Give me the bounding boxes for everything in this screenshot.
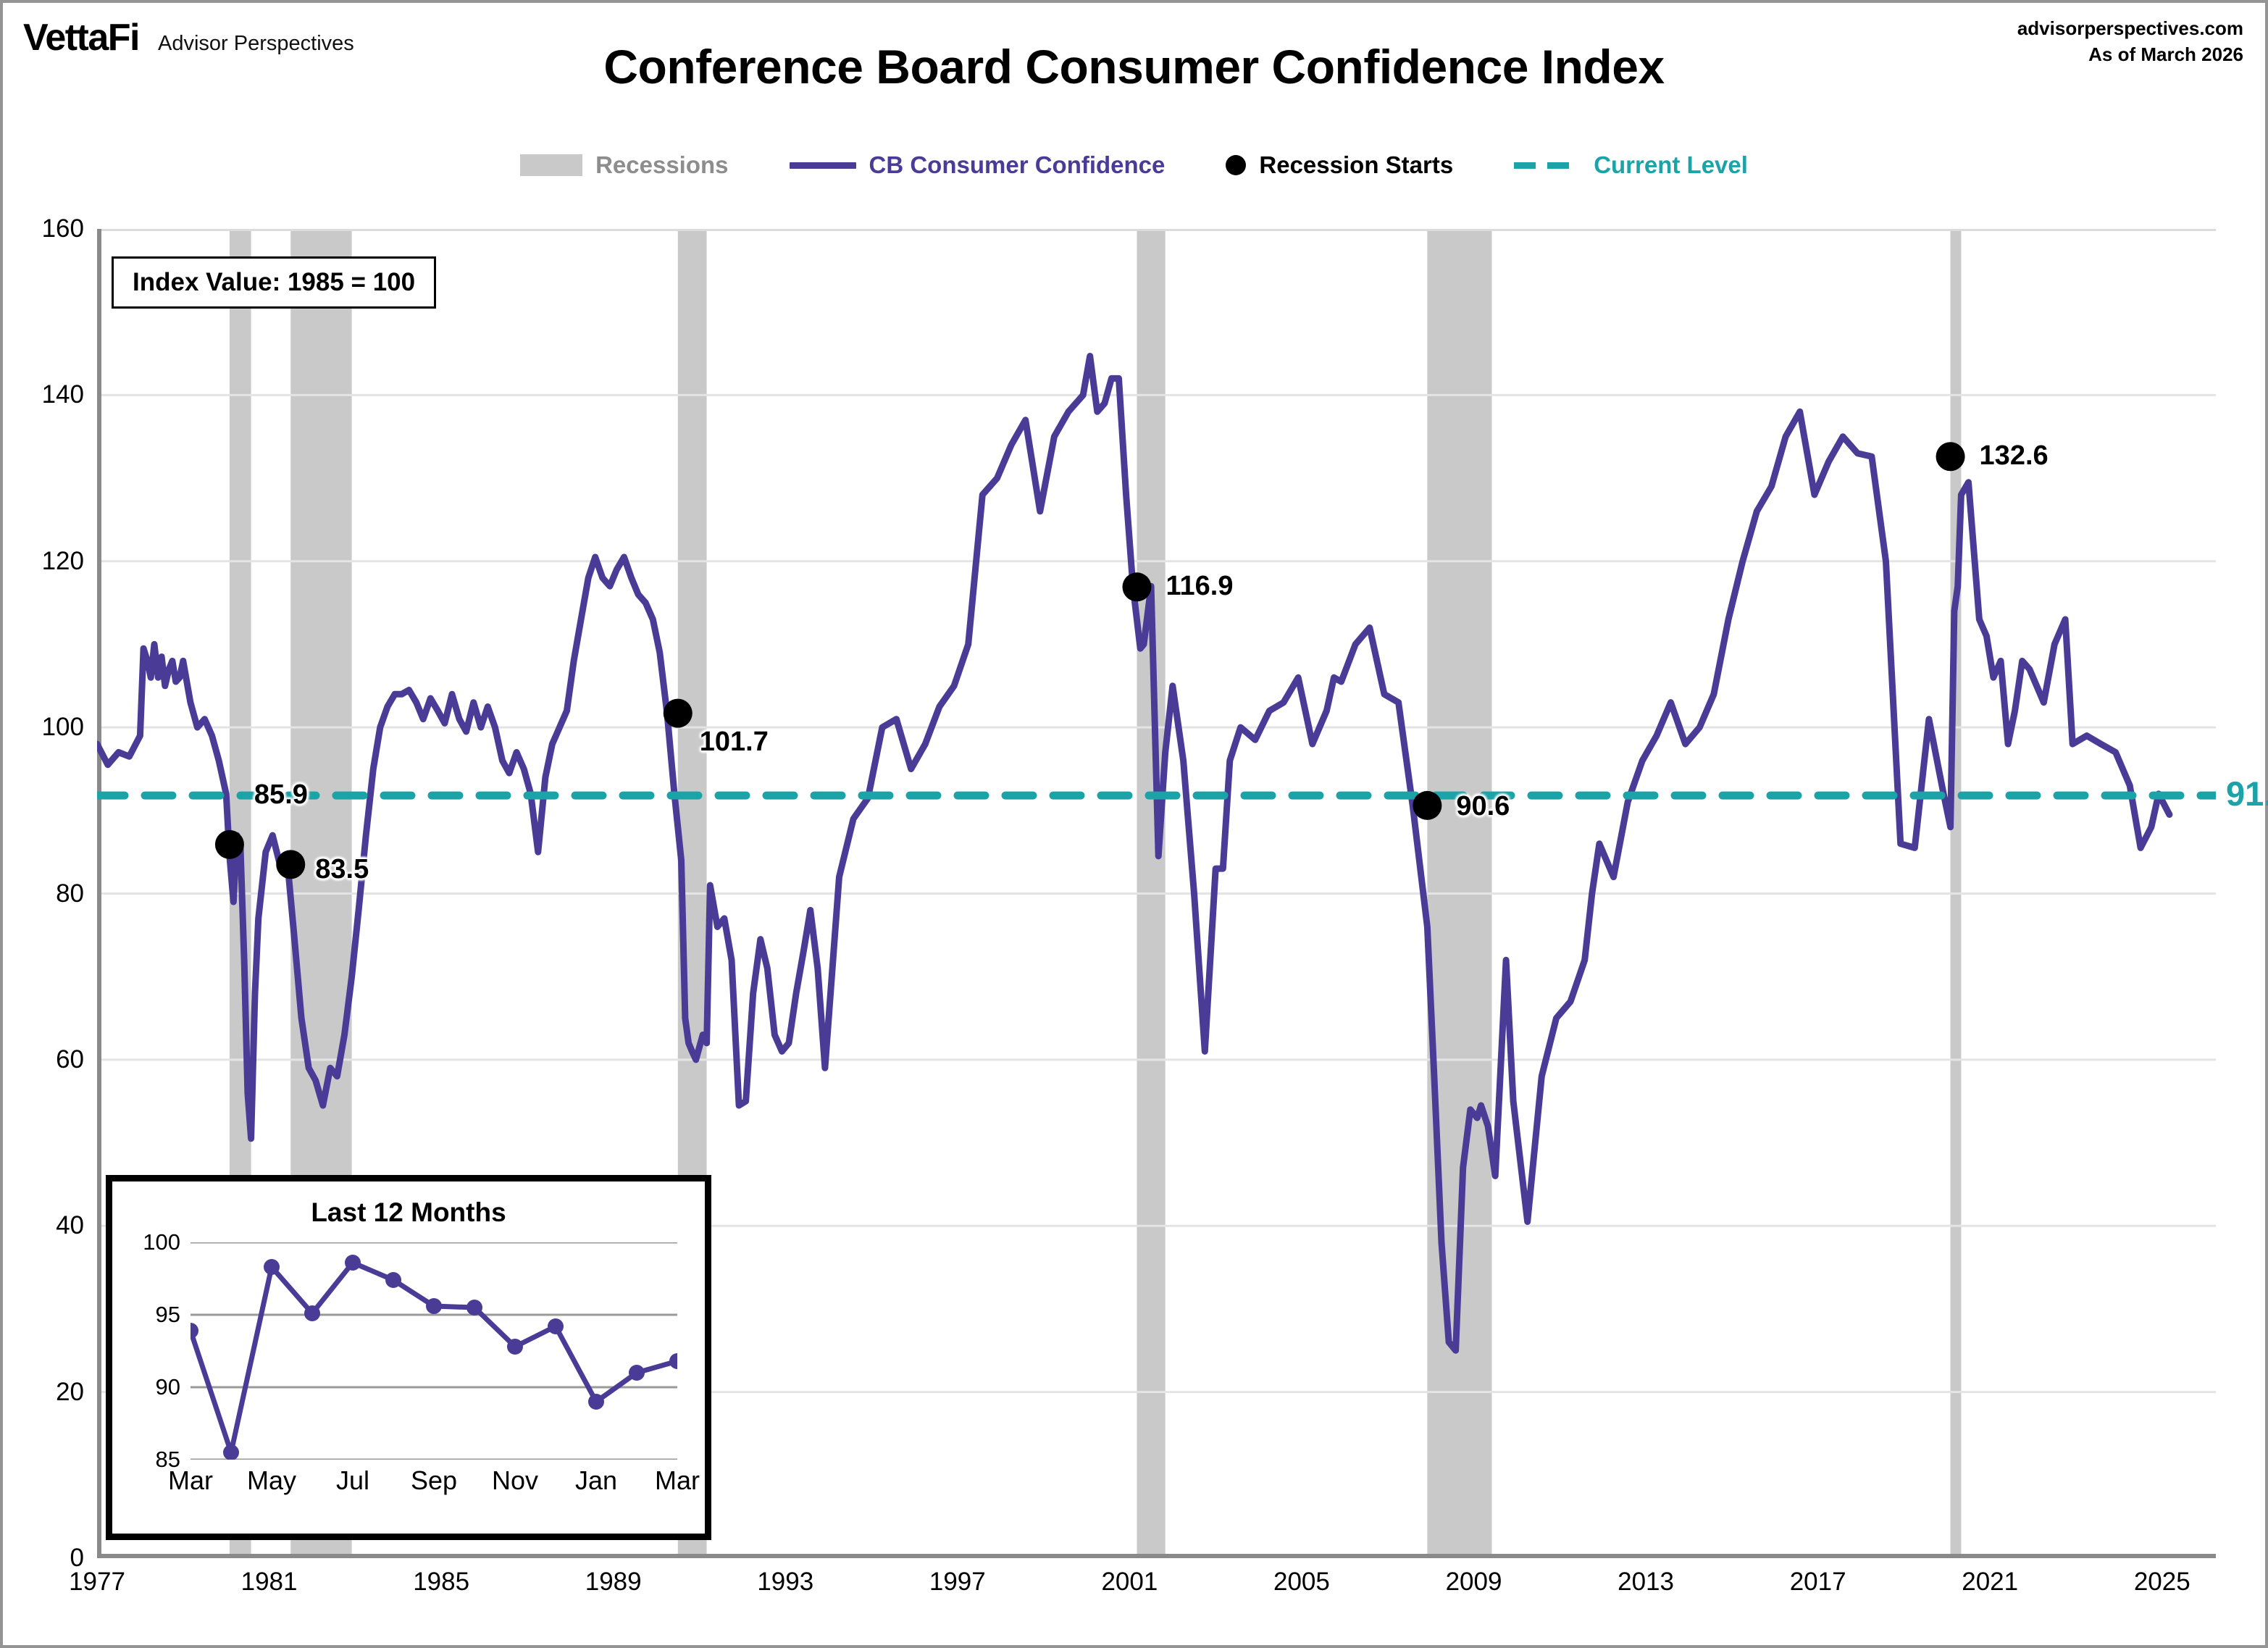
inset-data-point <box>304 1305 320 1321</box>
y-axis-labels: 0 20 40 60 80 100 120 140 160 <box>3 214 84 1572</box>
consumer-confidence-line <box>97 353 2173 1354</box>
y-tick-label: 100 <box>41 713 84 742</box>
x-tick-label: 2017 <box>1789 1568 1846 1596</box>
vettafi-logo: VettaFi <box>23 17 141 59</box>
recession-start-marker <box>1413 790 1442 820</box>
x-tick-label: 2005 <box>1273 1568 1330 1596</box>
inset-x-tick-label: Mar <box>655 1465 700 1495</box>
brand-subtitle: Advisor Perspectives <box>158 32 354 55</box>
inset-data-point <box>426 1298 442 1314</box>
y-tick-label: 120 <box>41 546 84 575</box>
inset-x-tick-label: Mar <box>168 1465 213 1495</box>
inset-data-point <box>223 1444 239 1460</box>
recession-start-marker <box>276 850 306 879</box>
legend-item-current-level: Current Level <box>1514 151 1748 179</box>
inset-y-tick-label: 85 <box>155 1447 180 1472</box>
legend-label-recession-starts: Recession Starts <box>1259 151 1454 178</box>
x-tick-label: 2009 <box>1445 1568 1502 1596</box>
source-website: advisorperspectives.com <box>2017 17 2243 39</box>
index-value-note: Index Value: 1985 = 100 <box>112 256 437 309</box>
x-tick-label: 1997 <box>929 1568 986 1596</box>
x-tick-label: 2013 <box>1618 1568 1674 1596</box>
legend-label-current-level: Current Level <box>1594 151 1748 178</box>
inset-data-point <box>507 1339 523 1355</box>
inset-data-point <box>548 1318 564 1334</box>
recession-start-marker <box>1936 442 1965 472</box>
x-tick-label: 1993 <box>757 1568 814 1596</box>
legend-label-series: CB Consumer Confidence <box>869 151 1166 178</box>
x-tick-label: 1981 <box>240 1568 298 1596</box>
page-title: Conference Board Consumer Confidence Ind… <box>603 40 1665 93</box>
inset-data-point <box>345 1255 361 1271</box>
inset-x-tick-label: Nov <box>491 1465 539 1495</box>
inset-chart-svg <box>191 1242 677 1460</box>
dashed-line-swatch-icon <box>1514 162 1581 169</box>
legend-label-recessions: Recessions <box>595 151 729 178</box>
y-tick-label: 160 <box>41 214 84 243</box>
inset-line <box>191 1260 677 1455</box>
inset-y-tick-label: 95 <box>155 1302 180 1327</box>
y-tick-label: 20 <box>56 1377 84 1406</box>
chart-legend: Recessions CB Consumer Confidence Recess… <box>3 151 2265 179</box>
line-swatch-icon <box>789 162 856 169</box>
recession-start-value-label: 85.9 <box>254 779 308 810</box>
inset-data-point <box>466 1300 482 1316</box>
inset-data-point <box>264 1259 280 1275</box>
recession-start-value-label: 101.7 <box>699 726 769 757</box>
inset-title: Last 12 Months <box>311 1197 506 1227</box>
recession-band-swatch-icon <box>520 154 583 176</box>
inset-data-point <box>588 1394 604 1410</box>
inset-data-point <box>191 1323 198 1339</box>
x-tick-label: 2025 <box>2133 1568 2190 1596</box>
legend-item-cb-consumer-confidence: CB Consumer Confidence <box>789 151 1166 179</box>
y-tick-label: 60 <box>56 1045 84 1074</box>
x-tick-label: 2001 <box>1101 1568 1158 1596</box>
inset-data-point <box>385 1272 401 1288</box>
inset-x-tick-label: May <box>246 1465 297 1495</box>
recession-start-value-label: 132.6 <box>1979 440 2049 472</box>
recession-start-marker <box>663 698 692 728</box>
inset-data-point <box>669 1353 677 1369</box>
legend-item-recession-starts: Recession Starts <box>1226 151 1453 179</box>
y-tick-label: 140 <box>41 380 84 409</box>
dot-marker-icon <box>1226 155 1247 175</box>
last-12-months-inset: Last 12 Months 85 90 95 100 Mar May Jul Sep Nov… <box>106 1175 711 1540</box>
inset-x-tick-label: Jan <box>574 1465 618 1495</box>
recession-start-marker <box>214 829 244 859</box>
inset-y-tick-label: 100 <box>143 1229 180 1255</box>
inset-data-point <box>629 1365 645 1381</box>
source-info: advisorperspectives.com As of March 2026 <box>2017 16 2243 68</box>
x-axis-labels: 1977 1981 1985 1989 1993 1997 2001 2005 2009 2013… <box>69 1568 2216 1611</box>
inset-x-axis-labels: Mar May Jul Sep Nov Jan Mar <box>112 1465 718 1509</box>
x-tick-label: 2021 <box>1962 1568 2019 1596</box>
recession-start-value-label: 116.9 <box>1166 571 1234 602</box>
x-tick-label: 1977 <box>69 1568 125 1596</box>
y-tick-label: 80 <box>56 879 84 908</box>
y-tick-label: 0 <box>70 1544 84 1572</box>
legend-item-recessions: Recessions <box>520 151 729 179</box>
recession-start-value-label: 83.5 <box>315 854 369 885</box>
inset-y-tick-label: 90 <box>155 1374 180 1400</box>
x-tick-label: 1985 <box>413 1568 470 1596</box>
inset-x-tick-label: Jul <box>335 1465 370 1495</box>
inset-plot-area <box>191 1242 677 1460</box>
current-level-value-label: 91.8 <box>2226 774 2268 813</box>
brand-bar: VettaFi Advisor Perspectives <box>23 19 354 57</box>
inset-x-tick-label: Sep <box>410 1465 458 1495</box>
x-tick-label: 1989 <box>585 1568 642 1596</box>
recession-start-value-label: 90.6 <box>1456 790 1510 821</box>
y-tick-label: 40 <box>56 1211 84 1240</box>
inset-y-axis-labels: 85 90 95 100 <box>112 1229 718 1472</box>
as-of-date: As of March 2026 <box>2088 43 2243 65</box>
recession-start-marker <box>1122 572 1152 602</box>
